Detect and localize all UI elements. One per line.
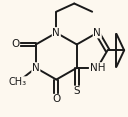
Text: NH: NH: [89, 63, 105, 73]
Text: N: N: [32, 63, 40, 73]
Text: O: O: [52, 94, 60, 104]
Text: N: N: [52, 28, 60, 38]
Text: S: S: [73, 86, 80, 96]
Text: CH₃: CH₃: [9, 77, 27, 87]
Text: N: N: [93, 28, 101, 38]
Text: O: O: [11, 39, 19, 49]
